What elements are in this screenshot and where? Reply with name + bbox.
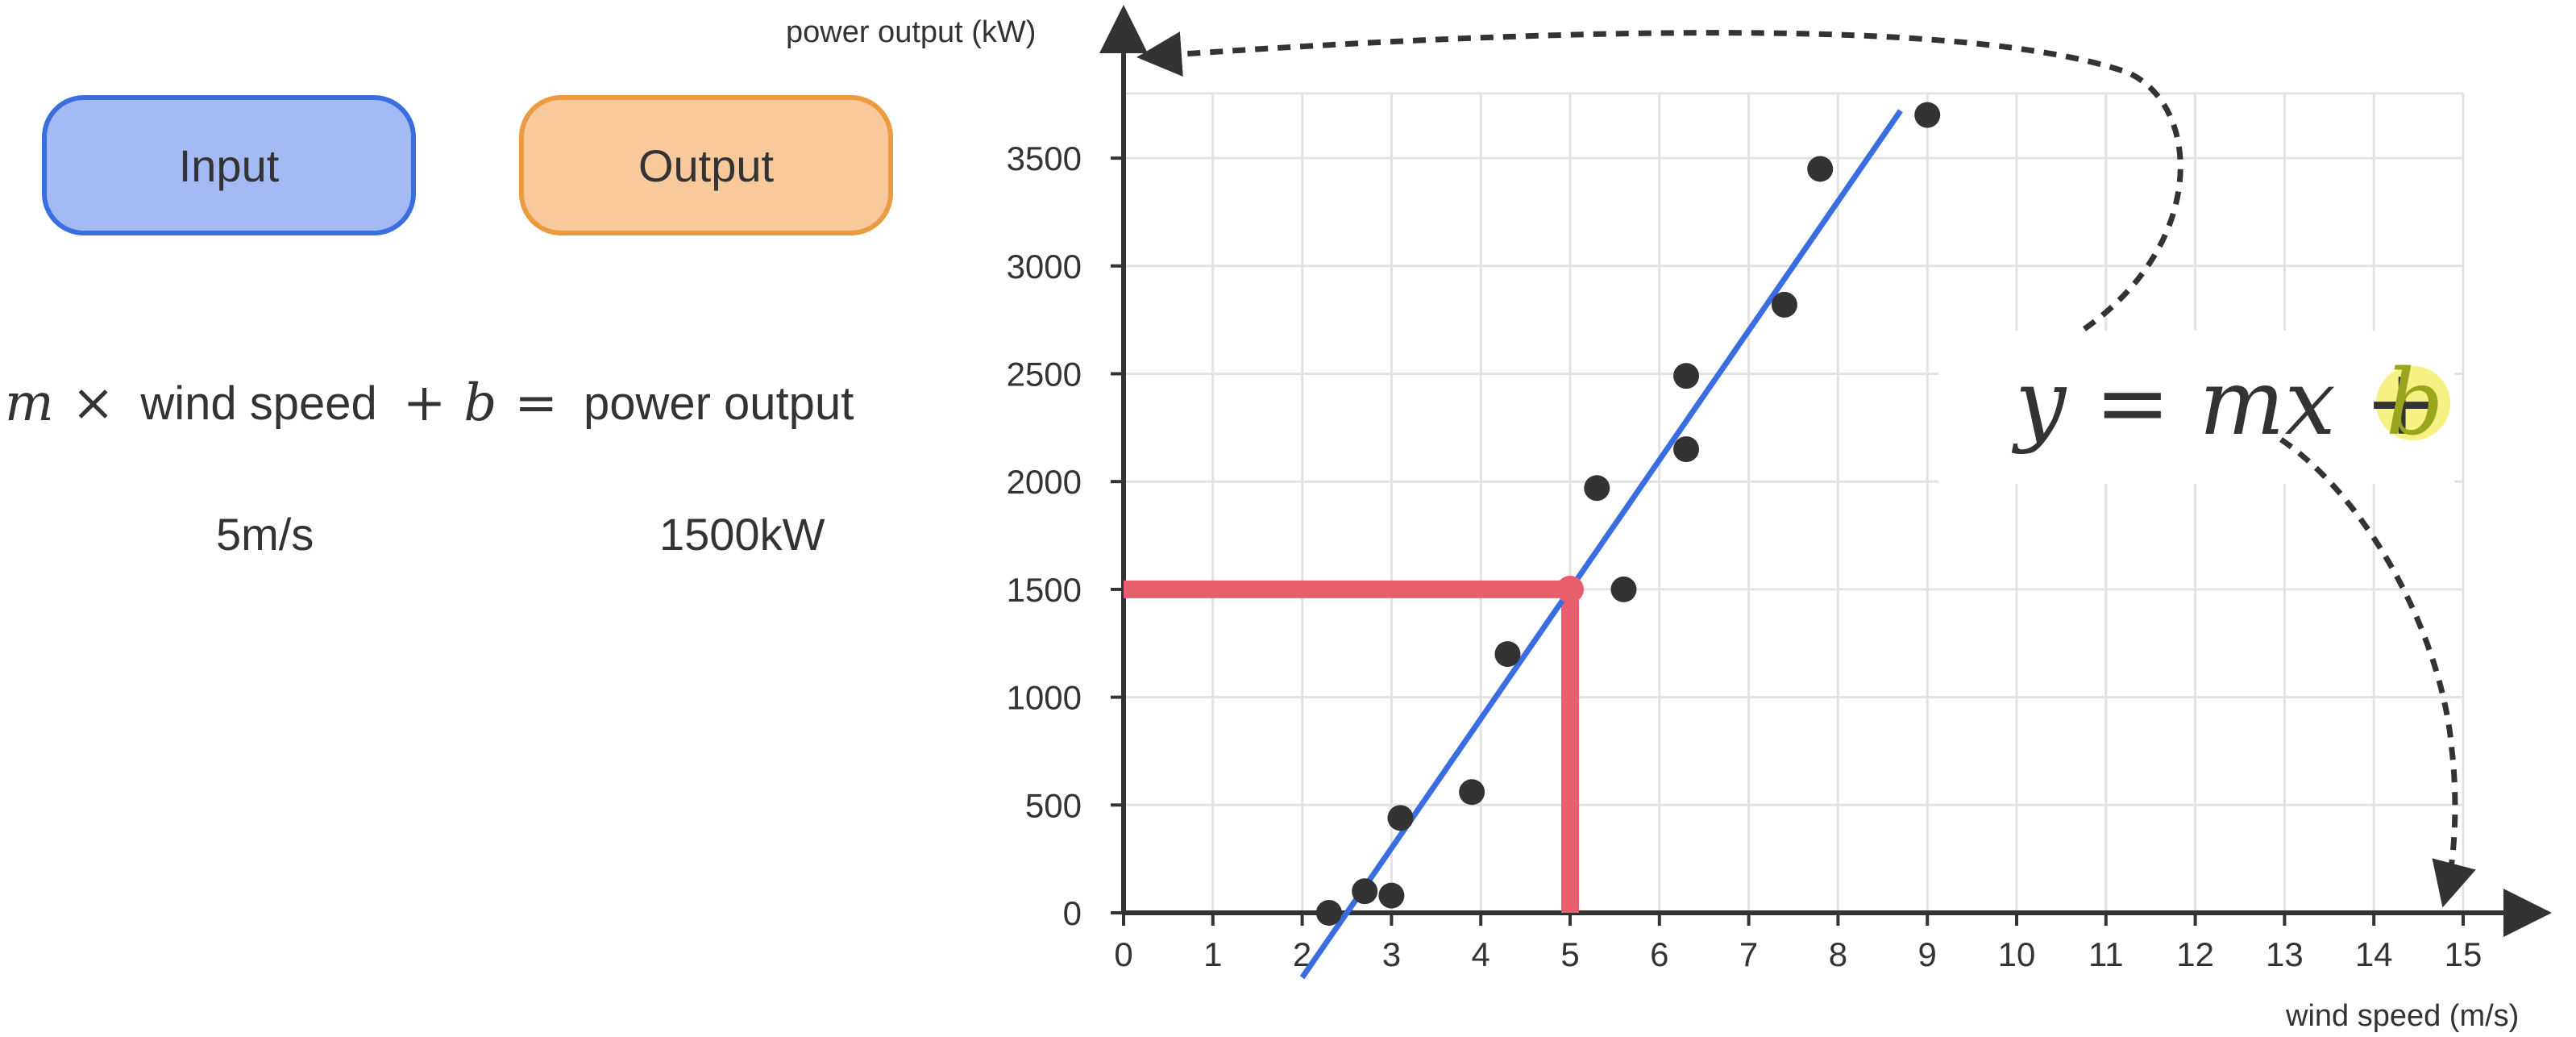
y-tick-label: 3000 xyxy=(1007,248,1082,285)
data-point xyxy=(1494,641,1521,668)
formula-box: y = mx + b xyxy=(1938,331,2454,484)
example-input-value: 5m/s xyxy=(216,509,314,560)
dashed-arrow-to-y-axis xyxy=(1136,30,2183,331)
data-points xyxy=(1315,102,1941,926)
highlight-point xyxy=(1556,575,1584,603)
y-tick-label: 3500 xyxy=(1007,140,1082,177)
y-tick-label: 1500 xyxy=(1007,571,1082,609)
output-label: Output xyxy=(638,140,775,191)
output-pill: Output xyxy=(519,95,893,235)
data-point xyxy=(1673,363,1700,389)
y-tick-label: 1000 xyxy=(1007,679,1082,717)
highlight-guides xyxy=(1124,580,1579,913)
tick-labels: 0 1 2 3 4 5 6 7 8 9 10 11 12 13 14 15050010001500200025… xyxy=(1007,140,2483,973)
axes xyxy=(1099,5,2552,937)
data-point xyxy=(1352,878,1378,905)
equation-plus: + xyxy=(402,373,447,433)
linear-equation: m × wind speed + b = power output xyxy=(5,364,972,442)
data-point xyxy=(1584,475,1610,502)
data-point xyxy=(1315,900,1342,926)
data-point xyxy=(1610,576,1637,602)
fit-line xyxy=(1299,109,1903,980)
input-pill: Input xyxy=(42,95,416,235)
equation-equals: = xyxy=(514,373,558,433)
equation-m: m xyxy=(5,373,54,433)
data-point xyxy=(1771,291,1797,318)
y-axis-title: power output (kW) xyxy=(786,15,1036,49)
input-label: Input xyxy=(178,140,280,191)
equation-term: wind speed xyxy=(140,377,377,430)
data-point xyxy=(1673,436,1700,463)
fit-line-group xyxy=(1299,109,1903,980)
x-tick-label: 15 xyxy=(2445,935,2483,973)
x-axis-title: wind speed (m/s) xyxy=(2285,999,2519,1033)
equation-times: × xyxy=(71,373,115,433)
x-tick-label: 1 xyxy=(1203,935,1222,973)
x-tick-label: 4 xyxy=(1472,935,1490,973)
x-tick-label: 6 xyxy=(1650,935,1668,973)
data-point xyxy=(1914,102,1941,128)
formula-left: y = mx + xyxy=(2011,351,2440,456)
grid xyxy=(1124,92,2465,913)
x-tick-label: 3 xyxy=(1382,935,1401,973)
x-tick-label: 7 xyxy=(1739,935,1758,973)
x-tick-label: 10 xyxy=(1998,935,2036,973)
equation-result: power output xyxy=(583,377,854,430)
x-tick-label: 12 xyxy=(2176,935,2214,973)
data-point xyxy=(1459,779,1485,806)
y-tick-label: 0 xyxy=(1063,894,1082,932)
example-output-value: 1500kW xyxy=(659,509,825,560)
x-tick-label: 9 xyxy=(1918,935,1937,973)
data-point xyxy=(1378,882,1405,909)
dashed-arrows xyxy=(1136,30,2476,908)
y-tick-label: 2000 xyxy=(1007,463,1082,501)
x-tick-label: 14 xyxy=(2355,935,2393,973)
data-point xyxy=(1807,156,1834,182)
x-tick-label: 8 xyxy=(1829,935,1847,973)
x-tick-label: 13 xyxy=(2266,935,2304,973)
y-tick-label: 500 xyxy=(1025,786,1082,824)
data-point xyxy=(1387,805,1414,831)
y-tick-label: 2500 xyxy=(1007,356,1082,394)
x-tick-label: 5 xyxy=(1560,935,1579,973)
equation-b: b xyxy=(463,373,497,433)
dashed-arrow-to-x-axis xyxy=(2279,437,2476,908)
x-tick-label: 2 xyxy=(1293,935,1311,973)
x-tick-label: 11 xyxy=(2088,935,2124,973)
x-tick-label: 0 xyxy=(1114,935,1132,973)
formula-b: b xyxy=(2386,351,2444,456)
